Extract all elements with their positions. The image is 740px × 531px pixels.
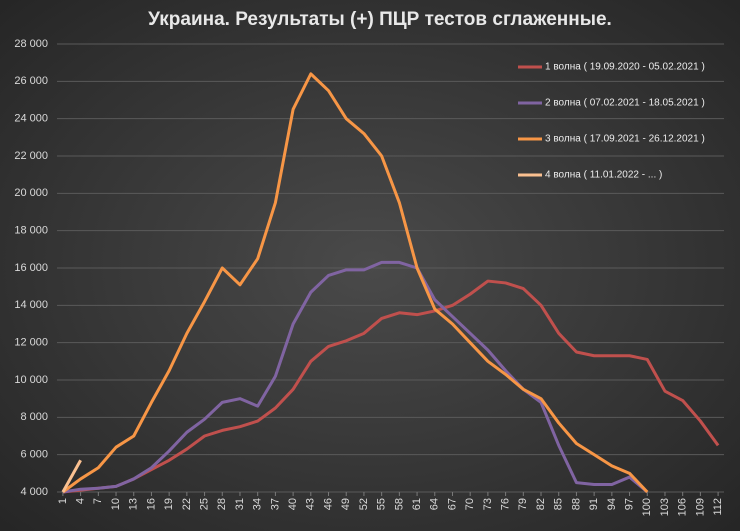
x-tick-label: 40 <box>287 498 299 510</box>
series-line <box>61 459 82 493</box>
y-tick-label: 6 000 <box>20 449 48 461</box>
x-tick-label: 49 <box>340 498 352 510</box>
x-tick-label: 34 <box>252 498 264 510</box>
y-tick-label: 18 000 <box>14 225 48 237</box>
chart-title: Украина. Результаты (+) ПЦР тестов сглаж… <box>148 9 612 30</box>
x-tick-label: 22 <box>181 498 193 510</box>
x-tick-label: 106 <box>677 498 689 516</box>
series-line <box>62 279 720 494</box>
y-tick-label: 12 000 <box>14 337 48 349</box>
x-tick-label: 1 <box>57 498 69 504</box>
x-tick-label: 112 <box>712 498 724 516</box>
series-line <box>62 260 649 494</box>
x-tick-label: 55 <box>376 498 388 510</box>
x-tick-label: 10 <box>110 498 122 510</box>
x-tick-label: 52 <box>358 498 370 510</box>
y-tick-label: 16 000 <box>14 262 48 274</box>
series-line <box>62 72 649 494</box>
legend-label: 1 волна ( 19.09.2020 - 05.02.2021 ) <box>545 62 705 73</box>
x-tick-label: 13 <box>128 498 140 510</box>
x-tick-label: 19 <box>163 498 175 510</box>
x-tick-label: 37 <box>269 498 281 510</box>
x-tick-label: 25 <box>198 498 210 510</box>
x-tick-label: 76 <box>500 498 512 510</box>
y-tick-label: 20 000 <box>14 187 48 199</box>
x-tick-label: 82 <box>535 498 547 510</box>
x-tick-label: 91 <box>588 498 600 510</box>
x-tick-label: 7 <box>92 498 104 504</box>
x-tick-label: 100 <box>641 498 653 516</box>
x-tick-label: 97 <box>623 498 635 510</box>
x-tick-label: 16 <box>145 498 157 510</box>
x-tick-label: 70 <box>464 498 476 510</box>
x-tick-label: 85 <box>553 498 565 510</box>
x-tick-label: 58 <box>393 498 405 510</box>
y-tick-label: 8 000 <box>20 411 48 423</box>
x-tick-label: 4 <box>75 498 87 504</box>
x-tick-label: 94 <box>606 498 618 510</box>
y-tick-label: 14 000 <box>14 299 48 311</box>
y-tick-label: 4 000 <box>20 486 48 498</box>
x-tick-label: 67 <box>446 498 458 510</box>
legend-label: 3 волна ( 17.09.2021 - 26.12.2021 ) <box>545 134 705 145</box>
x-tick-label: 61 <box>411 498 423 510</box>
legend-label: 4 волна ( 11.01.2022 - ... ) <box>545 170 662 181</box>
x-tick-label: 88 <box>570 498 582 510</box>
x-tick-label: 73 <box>482 498 494 510</box>
y-tick-label: 24 000 <box>14 113 48 125</box>
legend-label: 2 волна ( 07.02.2021 - 18.05.2021 ) <box>545 98 705 109</box>
y-tick-label: 28 000 <box>14 38 48 50</box>
x-tick-label: 43 <box>305 498 317 510</box>
x-tick-label: 31 <box>234 498 246 510</box>
x-tick-label: 64 <box>429 498 441 510</box>
x-tick-label: 79 <box>517 498 529 510</box>
y-tick-label: 10 000 <box>14 374 48 386</box>
y-tick-label: 22 000 <box>14 150 48 162</box>
x-tick-label: 103 <box>659 498 671 516</box>
y-tick-label: 26 000 <box>14 75 48 87</box>
x-tick-label: 46 <box>322 498 334 510</box>
x-tick-label: 109 <box>694 498 706 516</box>
x-tick-label: 28 <box>216 498 228 510</box>
